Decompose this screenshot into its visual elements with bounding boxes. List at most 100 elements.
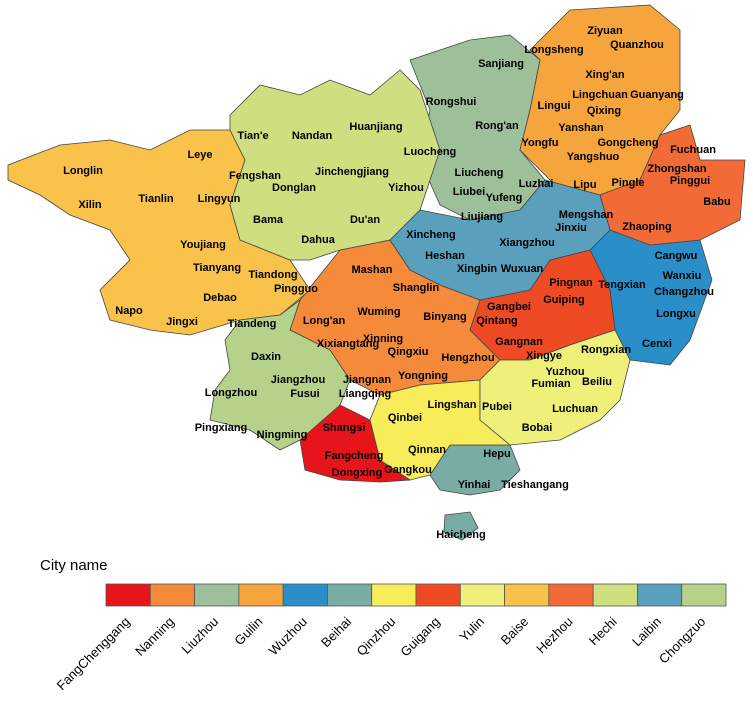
county-label: Pingnan — [549, 277, 593, 289]
county-label: Napo — [115, 305, 143, 317]
legend-swatch — [504, 583, 550, 607]
county-label: Jiangzhou — [271, 374, 325, 386]
county-label: Pingguo — [274, 283, 318, 295]
county-label: Tengxian — [598, 279, 646, 291]
county-label: Gangkou — [384, 464, 432, 476]
county-label: Hepu — [483, 448, 511, 460]
legend-label: Nanning — [132, 614, 177, 659]
region — [209, 298, 351, 451]
county-label: Pinggui — [670, 175, 710, 187]
legend-swatch — [548, 583, 594, 607]
county-label: Pubei — [482, 401, 512, 413]
county-label: Tieshangang — [501, 479, 569, 491]
county-label: Changzhou — [654, 286, 714, 298]
county-label: Long'an — [303, 315, 346, 327]
county-label: Tianyang — [193, 262, 241, 274]
county-label: Liujiang — [461, 211, 503, 223]
legend-label: Liuzhou — [178, 614, 221, 657]
county-label: Pingle — [611, 177, 644, 189]
county-label: Rongshui — [426, 96, 477, 108]
county-label: Fumian — [531, 378, 570, 390]
legend-label: Guilin — [231, 614, 265, 648]
county-label: Wuming — [357, 306, 400, 318]
county-label: Tiandong — [248, 269, 297, 281]
legend-label: Chongzuo — [656, 614, 709, 667]
legend: FangChenggang Nanning Liuzhou Guilin Wuzhou B… — [54, 583, 727, 693]
legend-swatch — [459, 583, 505, 607]
county-label: Youjiang — [180, 239, 226, 251]
county-label: Qintang — [476, 315, 518, 327]
region — [389, 179, 611, 301]
legend-swatch — [105, 583, 151, 607]
legend-label: Wuzhou — [266, 614, 310, 658]
county-label: Qinnan — [408, 444, 446, 456]
county-label: Yangshuo — [567, 151, 620, 163]
legend-label: FangChenggang — [54, 614, 133, 693]
county-label: Zhongshan — [647, 163, 707, 175]
county-label: Xingbin — [457, 263, 498, 275]
county-label: Nandan — [292, 130, 333, 142]
county-label: Liucheng — [455, 167, 504, 179]
county-label: Tiandeng — [228, 318, 277, 330]
county-label: Yanshan — [558, 122, 604, 134]
county-label: Luzhai — [519, 178, 554, 190]
county-label: Mengshan — [559, 209, 614, 221]
county-label: Longxu — [656, 308, 696, 320]
county-label: Longsheng — [524, 44, 583, 56]
county-label: Dahua — [301, 234, 336, 246]
region — [479, 329, 631, 446]
regions — [7, 4, 746, 541]
county-label: Fangcheng — [325, 450, 384, 462]
legend-label: Laibin — [629, 614, 664, 649]
county-label: Qingxiu — [388, 346, 429, 358]
legend-label: Guigang — [397, 614, 442, 659]
county-label: Lipu — [573, 179, 596, 191]
county-label: Bama — [253, 214, 284, 226]
legend-swatch — [282, 583, 328, 607]
county-label: Yizhou — [388, 182, 424, 194]
county-label: Luocheng — [404, 146, 457, 158]
county-label: Fuchuan — [670, 144, 716, 156]
legend-swatch — [415, 583, 461, 607]
county-label: Xingye — [526, 350, 562, 362]
county-label: Shangsi — [323, 422, 366, 434]
county-label: Xixiangtang — [317, 338, 379, 350]
region — [369, 379, 512, 481]
county-label: Dongxing — [332, 467, 383, 479]
county-label: Luchuan — [552, 403, 598, 415]
legend-label: Beihai — [318, 614, 354, 650]
county-label: Heshan — [425, 250, 465, 262]
county-label: Zhaoping — [622, 221, 672, 233]
county-label: Liangqing — [339, 388, 392, 400]
legend-label: Baise — [498, 614, 532, 648]
county-label: Gongcheng — [597, 137, 658, 149]
county-label: Lingchuan — [572, 89, 628, 101]
county-label: Sanjiang — [478, 58, 524, 70]
legend-label: Yulin — [456, 614, 487, 645]
county-label: Xincheng — [406, 229, 456, 241]
county-label: Pingxiang — [195, 422, 248, 434]
county-label: Yufeng — [486, 192, 523, 204]
county-label: Longzhou — [205, 387, 258, 399]
legend-swatch — [238, 583, 284, 607]
county-label: Lingyun — [198, 193, 241, 205]
county-label: Du'an — [350, 214, 380, 226]
county-label: Hengzhou — [441, 352, 494, 364]
county-label: Tianlin — [138, 193, 174, 205]
county-label: Jinxiu — [555, 222, 587, 234]
county-label: Lingui — [538, 100, 571, 112]
county-label: Liubei — [453, 186, 485, 198]
legend-swatch — [149, 583, 195, 607]
county-label: Daxin — [251, 351, 281, 363]
county-label: Cangwu — [655, 250, 698, 262]
county-label: Longlin — [63, 165, 103, 177]
county-label: Gangbei — [487, 301, 531, 313]
county-label: Fusui — [290, 388, 319, 400]
county-label: Qixing — [587, 105, 621, 117]
county-label: Beiliu — [582, 376, 612, 388]
legend-swatch — [592, 583, 638, 607]
legend-swatch — [637, 583, 683, 607]
county-label: Gangnan — [495, 336, 543, 348]
